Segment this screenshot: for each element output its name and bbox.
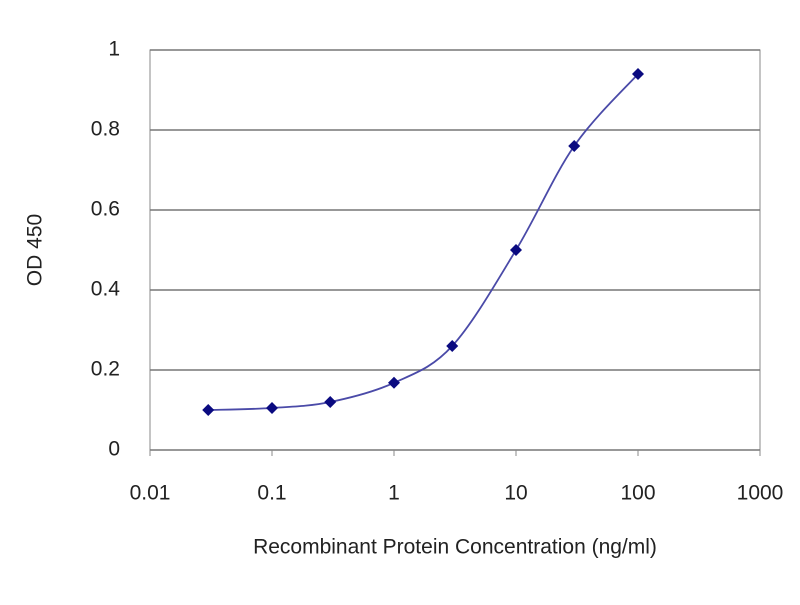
- y-tick-label: 0: [108, 438, 120, 461]
- plot-area: [149, 49, 761, 451]
- marker: [510, 244, 522, 256]
- marker: [388, 376, 400, 389]
- x-tick-label: 0.1: [257, 482, 286, 505]
- y-axis-label: OD 450: [24, 214, 47, 286]
- y-tick-label: 0.8: [91, 118, 120, 141]
- marker: [266, 402, 278, 414]
- x-axis-label: Recombinant Protein Concentration (ng/ml…: [253, 536, 657, 559]
- x-tick-label: 1000: [737, 482, 784, 505]
- marker: [568, 140, 581, 152]
- y-tick-label: 0.6: [91, 198, 120, 221]
- marker: [202, 404, 215, 416]
- y-tick-label: 1: [108, 38, 120, 61]
- marker: [324, 396, 337, 408]
- x-tick-label: 100: [620, 482, 655, 505]
- x-tick-label: 10: [504, 482, 527, 505]
- y-tick-label: 0.2: [91, 358, 120, 381]
- marker: [446, 340, 459, 352]
- x-tick-label: 0.01: [130, 482, 171, 505]
- marker: [632, 68, 644, 80]
- x-tick-label: 1: [388, 482, 400, 505]
- y-tick-label: 0.4: [91, 278, 121, 301]
